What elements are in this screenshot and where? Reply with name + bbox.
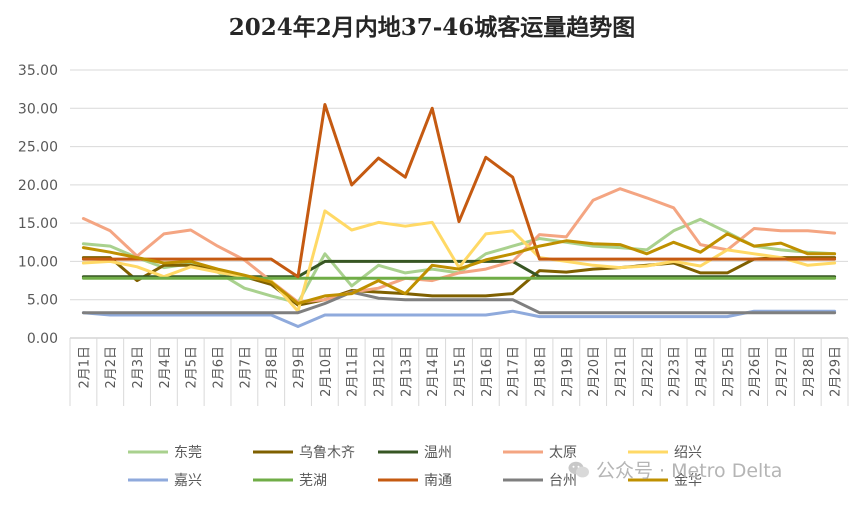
- series-line-温州: [81, 259, 837, 279]
- y-tick-label: 20.00: [18, 178, 58, 194]
- x-tick-label: 2月11日: [346, 346, 361, 397]
- series-line-嘉兴: [81, 309, 837, 328]
- x-tick-label: 2月15日: [453, 346, 468, 397]
- y-tick-label: 25.00: [18, 140, 58, 156]
- x-tick-label: 2月29日: [829, 346, 844, 397]
- x-tick-label: 2月22日: [641, 346, 656, 397]
- x-tick-label: 2月12日: [373, 346, 388, 397]
- watermark: 公众号 · Metro Delta: [568, 456, 782, 483]
- legend-label: 太原: [549, 445, 577, 461]
- series-line-台州: [81, 290, 837, 315]
- y-tick-label: 5.00: [27, 293, 58, 309]
- x-tick-label: 2月8日: [265, 346, 280, 389]
- legend-label: 绍兴: [674, 445, 702, 461]
- x-tick-label: 2月25日: [721, 346, 736, 397]
- x-tick-label: 2月9日: [292, 346, 307, 389]
- y-tick-label: 0.00: [27, 331, 58, 347]
- y-tick-label: 10.00: [18, 254, 58, 270]
- x-tick-label: 2月1日: [77, 346, 92, 389]
- legend-label: 乌鲁木齐: [299, 445, 355, 461]
- legend-label: 芜湖: [299, 472, 327, 489]
- y-tick-label: 30.00: [18, 101, 58, 117]
- x-tick-label: 2月7日: [238, 346, 253, 389]
- x-tick-label: 2月20日: [587, 346, 602, 397]
- legend-label: 东莞: [174, 445, 202, 461]
- series-line-金华: [81, 232, 837, 305]
- x-tick-label: 2月3日: [131, 346, 146, 389]
- legend-label: 台州: [549, 473, 577, 489]
- x-tick-label: 2月2日: [104, 346, 119, 389]
- x-tick-label: 2月19日: [560, 346, 575, 397]
- x-tick-label: 2月14日: [426, 346, 441, 397]
- wechat-icon: [568, 461, 589, 478]
- y-tick-label: 35.00: [18, 63, 58, 79]
- series-lines: [81, 103, 837, 328]
- x-tick-label: 2月13日: [399, 346, 414, 397]
- x-tick-label: 2月28日: [802, 346, 817, 397]
- y-axis-tick-labels: 0.00 5.00 10.00 15.00 20.00 25.00 30.00 35.00: [18, 63, 58, 347]
- x-tick-label: 2月26日: [748, 346, 763, 397]
- legend-label: 金华: [674, 473, 702, 489]
- y-tick-label: 15.00: [18, 216, 58, 232]
- x-tick-label: 2月17日: [507, 346, 522, 397]
- x-tick-label: 2月18日: [533, 346, 548, 397]
- x-tick-label: 2月21日: [614, 346, 629, 397]
- chart-title: 2024年2月内地37-46城客运量趋势图: [228, 14, 636, 41]
- x-tick-label: 2月6日: [212, 346, 227, 389]
- legend-label: 嘉兴: [174, 473, 202, 489]
- legend-label: 温州: [424, 445, 452, 461]
- x-axis-tick-labels: 2月1日 2月2日 2月3日 2月4日 2月5日 2月6日 2月7日 2月8日 2月9日 2月10…: [77, 346, 843, 397]
- x-tick-label: 2月27日: [775, 346, 790, 397]
- x-tick-label: 2月16日: [480, 346, 495, 397]
- x-tick-label: 2月10日: [319, 346, 334, 397]
- x-tick-label: 2月4日: [158, 346, 173, 389]
- x-tick-label: 2月5日: [185, 346, 200, 389]
- legend-label: 南通: [424, 473, 452, 489]
- x-tick-label: 2月23日: [668, 346, 683, 397]
- series-line-太原: [81, 187, 837, 304]
- watermark-text: 公众号 · Metro Delta: [596, 460, 783, 482]
- series-line-南通: [81, 103, 837, 279]
- x-tick-label: 2月24日: [694, 346, 709, 397]
